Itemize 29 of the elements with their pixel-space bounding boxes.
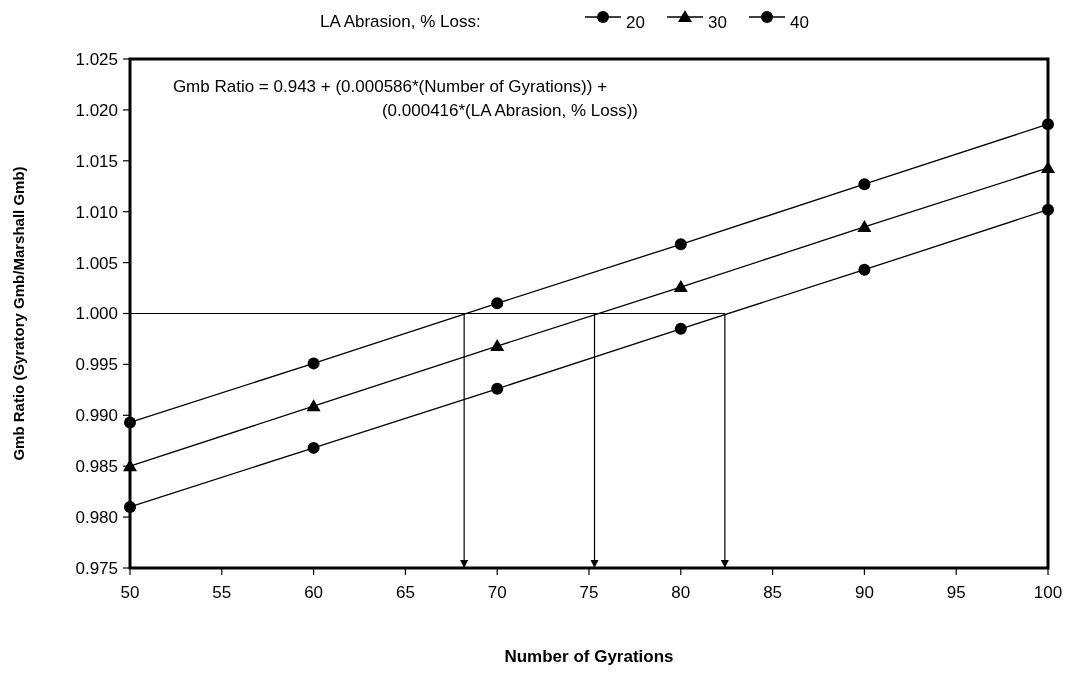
x-tick-label: 85 bbox=[763, 583, 783, 602]
legend-label: 40 bbox=[790, 13, 809, 32]
y-tick-label: 0.980 bbox=[75, 508, 118, 528]
x-tick-label: 55 bbox=[212, 583, 232, 602]
y-tick-label: 1.015 bbox=[75, 151, 118, 171]
x-tick-label: 50 bbox=[120, 583, 140, 602]
x-axis-title: Number of Gyrations bbox=[504, 647, 674, 666]
y-tick-label: 1.000 bbox=[75, 304, 118, 324]
annotation: Gmb Ratio = 0.943 + (0.000586*(Number of Gyrations)) + (0.000416*(LA Abrasion, % Loss)) bbox=[172, 77, 639, 120]
legend-label: 20 bbox=[626, 13, 645, 32]
y-tick-label: 0.975 bbox=[75, 558, 118, 578]
y-tick-label: 1.010 bbox=[75, 202, 118, 222]
y-tick-label: 0.985 bbox=[75, 457, 118, 477]
y-tick-label: 0.995 bbox=[75, 355, 118, 375]
x-tick-label: 80 bbox=[671, 583, 691, 602]
legend-label: 30 bbox=[708, 13, 727, 32]
y-tick-label: 1.025 bbox=[75, 49, 118, 69]
y-tick-label: 1.020 bbox=[75, 100, 118, 120]
x-tick-label: 75 bbox=[579, 583, 599, 602]
legend-title: LA Abrasion, % Loss: bbox=[320, 12, 481, 31]
x-tick-label: 60 bbox=[304, 583, 324, 602]
x-tick-label: 70 bbox=[487, 583, 507, 602]
x-tick-label: 90 bbox=[854, 583, 874, 602]
x-tick-label: 65 bbox=[395, 583, 415, 602]
x-tick-label: 95 bbox=[946, 583, 966, 602]
x-tick-label: 100 bbox=[1033, 583, 1063, 602]
y-axis-title: Gmb Ratio (Gyratory Gmb/Marshall Gmb) bbox=[10, 166, 27, 461]
y-tick-label: 0.990 bbox=[75, 406, 118, 426]
y-tick-label: 1.005 bbox=[75, 253, 118, 273]
